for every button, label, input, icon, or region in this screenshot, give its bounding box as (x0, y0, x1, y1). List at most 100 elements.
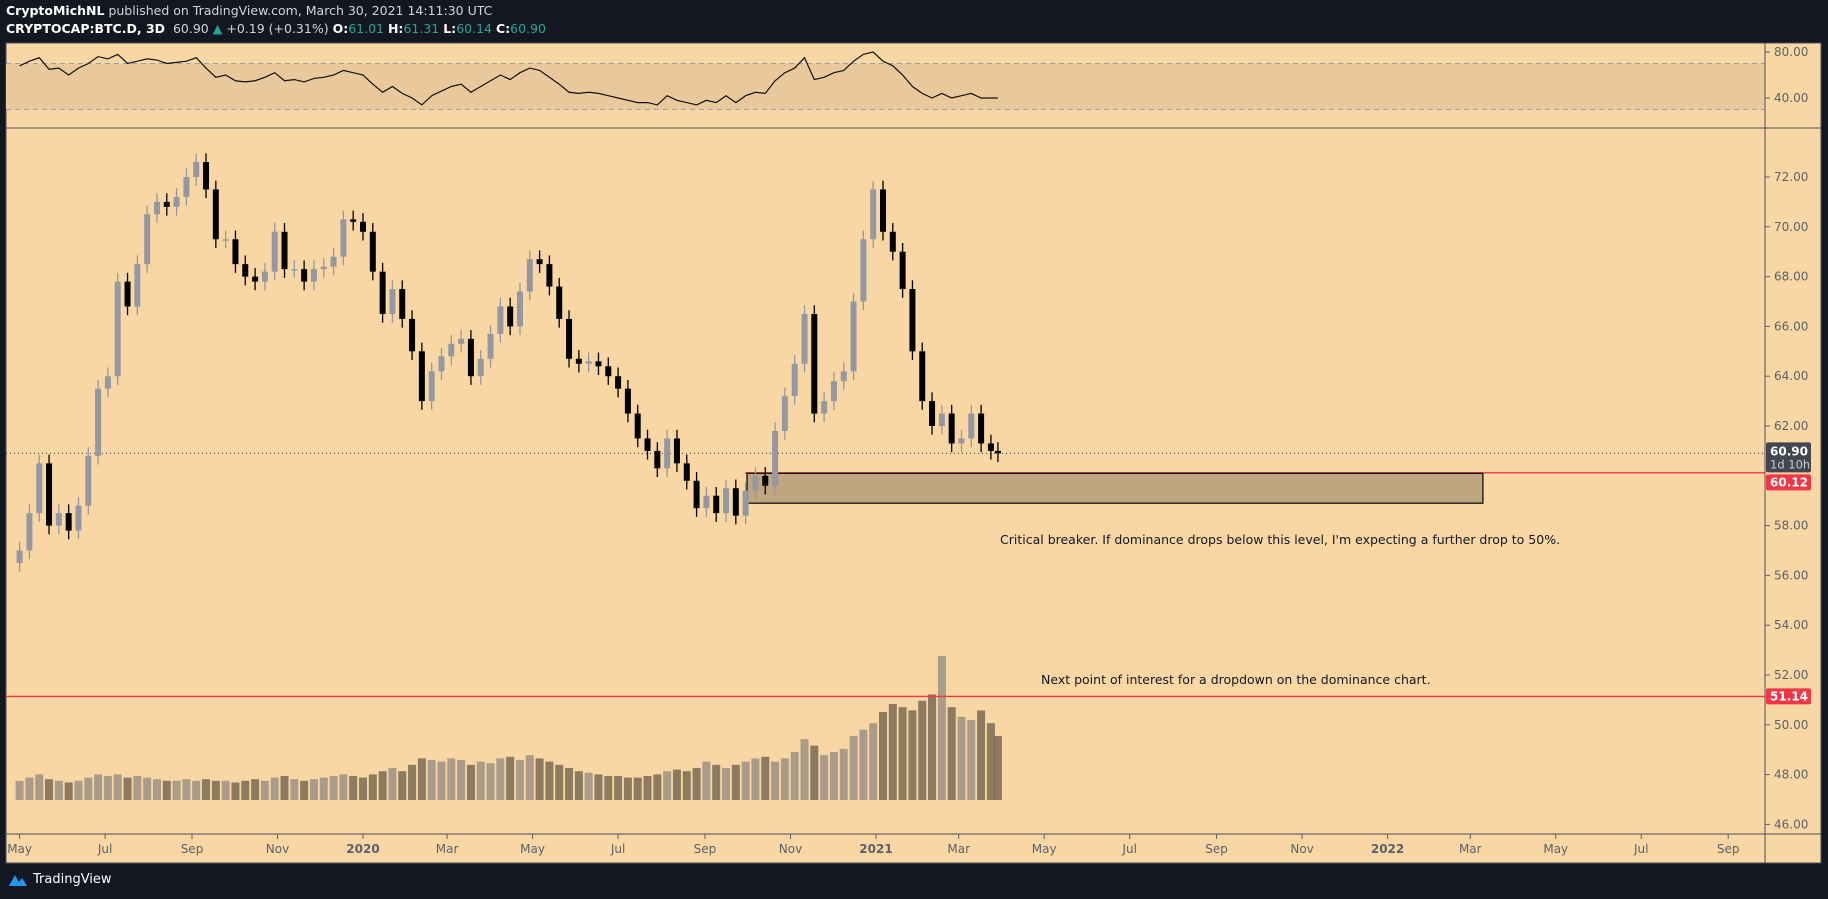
level-60-label-bg (1766, 474, 1811, 491)
volume-bar (437, 761, 446, 800)
close-value: 60.90 (510, 21, 546, 36)
symbol-legend: CRYPTOCAP:BTC.D, 3D 60.90 ▲ +0.19 (+0.31… (6, 21, 546, 36)
volume-bar (908, 710, 917, 800)
candle-body (291, 269, 298, 271)
price-tick-label: 64.00 (1774, 369, 1808, 383)
time-tick-label: Sep (181, 842, 204, 856)
volume-bar (722, 768, 731, 800)
candle-body (153, 201, 160, 215)
volume-bar (643, 776, 652, 800)
volume-bar (839, 748, 848, 800)
candle-body (556, 286, 563, 319)
volume-bar (712, 764, 721, 800)
candle-body (369, 231, 376, 272)
candle-body (114, 281, 121, 377)
price-tick-label: 66.00 (1774, 319, 1808, 333)
volume-bar (45, 779, 54, 800)
volume-bar (486, 763, 495, 800)
volume-bar (829, 752, 838, 800)
last-price-label: 60.90 (1770, 444, 1808, 458)
candle-body (899, 251, 906, 290)
candle-body (104, 376, 111, 389)
tradingview-logo[interactable]: TradingView (8, 872, 112, 887)
rsi-pane (6, 51, 1765, 110)
annotation-critical[interactable]: Critical breaker. If dominance drops bel… (1000, 532, 1560, 547)
time-axis[interactable]: May Jul Sep Nov 2020 Mar May Jul Sep Nov 2021 Mar Ma… (7, 834, 1739, 856)
volume-bar (702, 761, 711, 800)
volume-bar (378, 771, 387, 800)
candle-body (948, 413, 955, 444)
price-axis[interactable]: 72.00 70.00 68.00 66.00 64.00 62.00 58.00 56.00… (1765, 45, 1808, 831)
volume-bar (172, 780, 181, 800)
publish-text: published on TradingView.com, March 30, … (108, 3, 493, 18)
time-tick-label: 2020 (346, 842, 379, 856)
triangle-up-icon: ▲ (212, 21, 223, 36)
volume-bar (339, 774, 348, 800)
volume-bar (54, 780, 63, 800)
candle-body (144, 214, 151, 265)
volume-bar (574, 771, 583, 800)
price-tick-label: 56.00 (1774, 568, 1808, 582)
volume-bar (614, 776, 623, 800)
volume-bar (427, 760, 436, 800)
volume-bar (15, 780, 24, 800)
volume-bar (398, 771, 407, 800)
annotation-next[interactable]: Next point of interest for a dropdown on… (1041, 672, 1431, 687)
candle-body (879, 189, 886, 232)
candle-body (644, 438, 651, 451)
candle-body (772, 430, 779, 486)
candle-body (242, 264, 249, 277)
candle-body (75, 505, 82, 531)
volume-bar (359, 777, 367, 800)
candle-body (762, 475, 769, 486)
time-tick-label: 2021 (859, 842, 892, 856)
volume-bar (633, 777, 642, 800)
price-tick-label: 48.00 (1774, 768, 1808, 782)
author-name[interactable]: CryptoMichNL (6, 3, 105, 18)
volume-bar (300, 780, 309, 800)
candle-body (742, 490, 749, 516)
candle-body (467, 338, 474, 377)
volume-bar (937, 656, 946, 800)
candle-body (850, 301, 857, 372)
candle-body (752, 475, 759, 491)
rsi-tick-label: 40.00 (1774, 91, 1808, 105)
candle-body (566, 318, 573, 359)
candle-body (811, 313, 818, 414)
volume-bar (349, 776, 358, 800)
candle-body (330, 256, 337, 267)
volume-bar (211, 780, 220, 800)
volume-bar (408, 764, 417, 800)
volume-bar (761, 756, 770, 800)
volume-bar (565, 768, 574, 800)
volume-bar (447, 758, 456, 800)
rsi-band (6, 63, 1765, 110)
volume-bar (869, 723, 878, 800)
volume-bar (977, 710, 986, 800)
volume-bar (270, 777, 279, 800)
candle-body (781, 396, 788, 431)
candle-body (536, 259, 543, 265)
volume-bar (35, 774, 44, 800)
price-tick-label: 62.00 (1774, 419, 1808, 433)
open-value: 61.01 (348, 21, 384, 36)
volume-bar (515, 760, 524, 800)
time-tick-label: Jul (610, 842, 625, 856)
candle-body (801, 313, 808, 364)
candle-body (281, 231, 288, 270)
candle-body (340, 219, 347, 257)
volume-bar (623, 777, 632, 800)
level-51-label: 51.14 (1770, 689, 1808, 703)
symbol-name[interactable]: CRYPTOCAP:BTC.D, 3D (6, 21, 166, 36)
volume-bar (496, 758, 505, 800)
volume-bar (888, 704, 897, 800)
time-tick-label: May (1032, 842, 1057, 856)
volume-bar (771, 761, 780, 800)
candle-body (95, 388, 102, 456)
candle-body (438, 356, 445, 372)
level-51-label-bg (1766, 688, 1811, 705)
price-tick-label: 52.00 (1774, 668, 1808, 682)
price-tick-label: 70.00 (1774, 220, 1808, 234)
candle-body (46, 463, 53, 526)
